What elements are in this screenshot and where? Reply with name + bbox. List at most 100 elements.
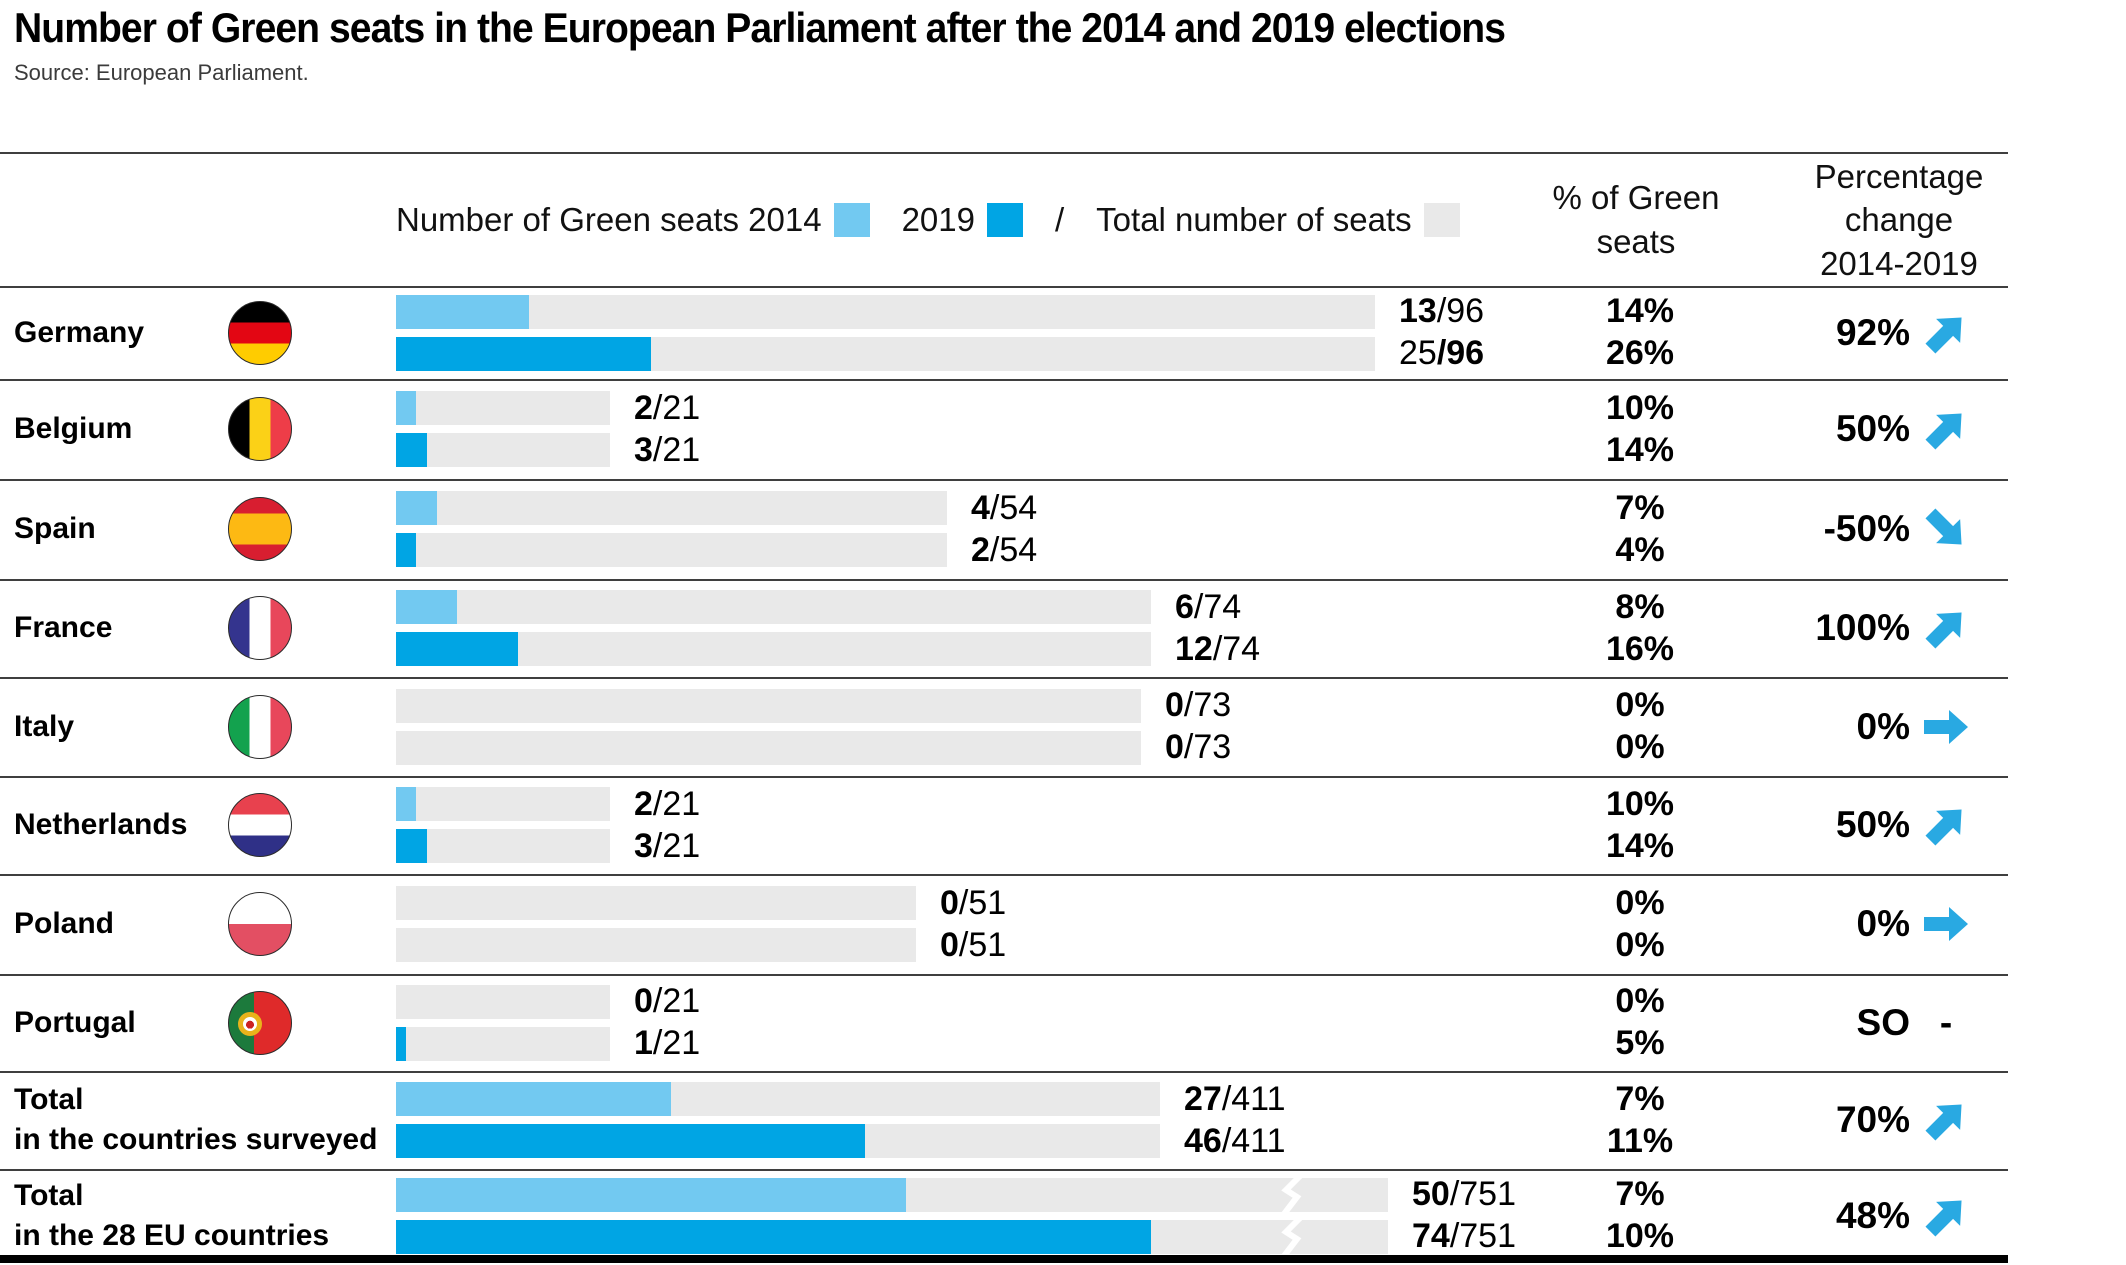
seats-value-denominator: /74 [1212, 629, 1261, 668]
netherlands-flag-icon [228, 793, 292, 857]
trend-up-arrow-icon [1922, 405, 1970, 453]
seats-value-numerator: 2 [971, 530, 990, 569]
seats-value-2019: 1/21 [634, 1024, 701, 1062]
seats-value-2014: 0/73 [1165, 686, 1231, 724]
pct-change-value: 92% [1835, 311, 1910, 353]
pct-green-seats-2019: 5% [1615, 1024, 1665, 1062]
row-label: Total in the countries surveyed [14, 1071, 377, 1169]
seats-value-numerator: 2 [634, 784, 653, 823]
pct-green-seats-2014: 7% [1615, 1079, 1665, 1118]
seats-value-numerator: 50 [1412, 1175, 1450, 1213]
italy-flag-icon [228, 694, 292, 759]
legend: Number of Green seats 2014 2019 / Total … [396, 154, 1460, 286]
table-row: Germany 13/96 14% 25/96 26% 92% [0, 286, 2126, 379]
row-label: Portugal [14, 974, 136, 1071]
table-row: Netherlands 2/21 10% 3/21 14% 50% [0, 776, 2126, 874]
legend-label-total: Total number of seats [1096, 201, 1412, 238]
total-seats-track-2019 [396, 1124, 1160, 1158]
seats-value-numerator: 12 [1175, 629, 1213, 668]
green-seats-bar-2019 [396, 1026, 406, 1061]
seats-value-numerator: 0 [940, 883, 959, 922]
pct-green-seats-2014: 14% [1605, 292, 1675, 330]
green-seats-bar-2014 [396, 1177, 906, 1212]
header-bottom-divider [0, 286, 2008, 288]
total-seats-track-2019 [396, 829, 610, 863]
portugal-flag-icon [228, 990, 292, 1055]
bottom-border [0, 1255, 2008, 1263]
pct-change-value: 70% [1835, 1099, 1910, 1140]
row-label: Germany [14, 286, 144, 379]
seats-value-numerator: 0 [1165, 728, 1184, 766]
seats-value-denominator: /51 [958, 883, 1007, 922]
pct-green-seats-2014: 7% [1615, 488, 1665, 527]
row-label-line1: Germany [14, 315, 145, 349]
table-row: Belgium 2/21 10% 3/21 14% 50% [0, 379, 2126, 479]
total-seats-track-2019 [396, 928, 916, 962]
seats-value-numerator: 27 [1184, 1079, 1222, 1118]
legend-slash: / [1055, 201, 1065, 238]
legend-swatch-2014-icon [833, 203, 870, 237]
total-seats-track-2019 [396, 1215, 1388, 1258]
seats-value-denominator: /21 [652, 430, 701, 469]
legend-swatch-2019-icon [987, 203, 1023, 237]
pct-change-cell: 92% [1690, 286, 1970, 379]
seats-value-2014: 0/51 [940, 883, 1007, 922]
row-divider [0, 479, 2008, 481]
seats-value-numerator: 0 [634, 982, 653, 1020]
pct-green-seats-2014: 10% [1605, 388, 1675, 427]
green-seats-bar-2019 [396, 433, 427, 467]
table-row: Spain 4/54 7% 2/54 4% -50% [0, 479, 2126, 579]
green-seats-bar-2014 [396, 391, 416, 425]
row-label-line1: France [14, 611, 113, 645]
seats-value-denominator: /74 [1193, 587, 1242, 626]
row-label-line1: Belgium [14, 412, 133, 446]
green-seats-bar-2019 [396, 1124, 865, 1158]
seats-value-2019: 46/411 [1184, 1122, 1285, 1160]
green-seats-bar-2014 [396, 590, 457, 624]
green-seats-bar-2019 [396, 336, 651, 371]
row-label-line1: Spain [14, 512, 96, 546]
row-label: Italy [14, 677, 74, 776]
total-seats-track-2014 [396, 984, 610, 1019]
trend-up-arrow-icon [1922, 309, 1970, 357]
germany-flag-icon [228, 300, 292, 365]
source-note: Source: European Parliament. [14, 60, 309, 85]
total-seats-track-2014 [396, 886, 916, 920]
row-label-line1: Total [14, 1083, 84, 1117]
row-label: Netherlands [14, 776, 187, 874]
france-flag-icon [228, 596, 292, 660]
total-seats-track-2019 [396, 533, 947, 567]
trend-up-arrow-icon [1922, 1096, 1970, 1144]
green-seats-bar-2014 [396, 294, 529, 329]
trend-down-arrow-icon [1922, 505, 1970, 553]
seats-value-denominator: /21 [652, 784, 701, 823]
seats-value-2014: 27/411 [1184, 1079, 1286, 1118]
seats-value-denominator: /411 [1221, 1079, 1286, 1118]
pct-green-seats-2019: 14% [1605, 430, 1675, 469]
seats-value-denominator: /21 [652, 1024, 701, 1062]
pct-green-seats-2019: 4% [1615, 530, 1665, 569]
pct-green-seats-2014: 0% [1615, 686, 1665, 724]
pct-change-value: 0% [1856, 903, 1910, 944]
legend-label-2014: Number of Green seats 2014 [396, 201, 822, 238]
seats-value-2019: 2/54 [971, 530, 1037, 569]
column-header-pct-line1: % of Green [1552, 179, 1720, 217]
total-seats-track-2019 [396, 632, 1151, 666]
total-seats-track-2019 [396, 433, 610, 467]
pct-green-seats-2019: 16% [1605, 629, 1675, 668]
green-seats-bar-2019 [396, 829, 427, 863]
green-seats-bar-2019 [396, 533, 416, 567]
row-label-line2: in the countries surveyed [14, 1123, 378, 1156]
seats-value-denominator: /21 [652, 826, 701, 865]
pct-green-seats-2019: 11% [1606, 1121, 1674, 1160]
total-seats-track-2014 [396, 688, 1141, 723]
row-label: France [14, 579, 112, 677]
total-seats-track-2014 [396, 1082, 1160, 1116]
seats-value-2019: 0/73 [1165, 728, 1231, 766]
column-header-change-line3: 2014-2019 [1820, 244, 1978, 282]
pct-green-seats-2019: 14% [1605, 826, 1675, 865]
row-divider [0, 974, 2008, 976]
seats-value-denominator: /51 [958, 925, 1007, 964]
table-row: Total in the 28 EU countries 50/751 7% 74/75… [0, 1169, 2126, 1262]
column-header-change-line1: Percentage [1814, 157, 1984, 195]
